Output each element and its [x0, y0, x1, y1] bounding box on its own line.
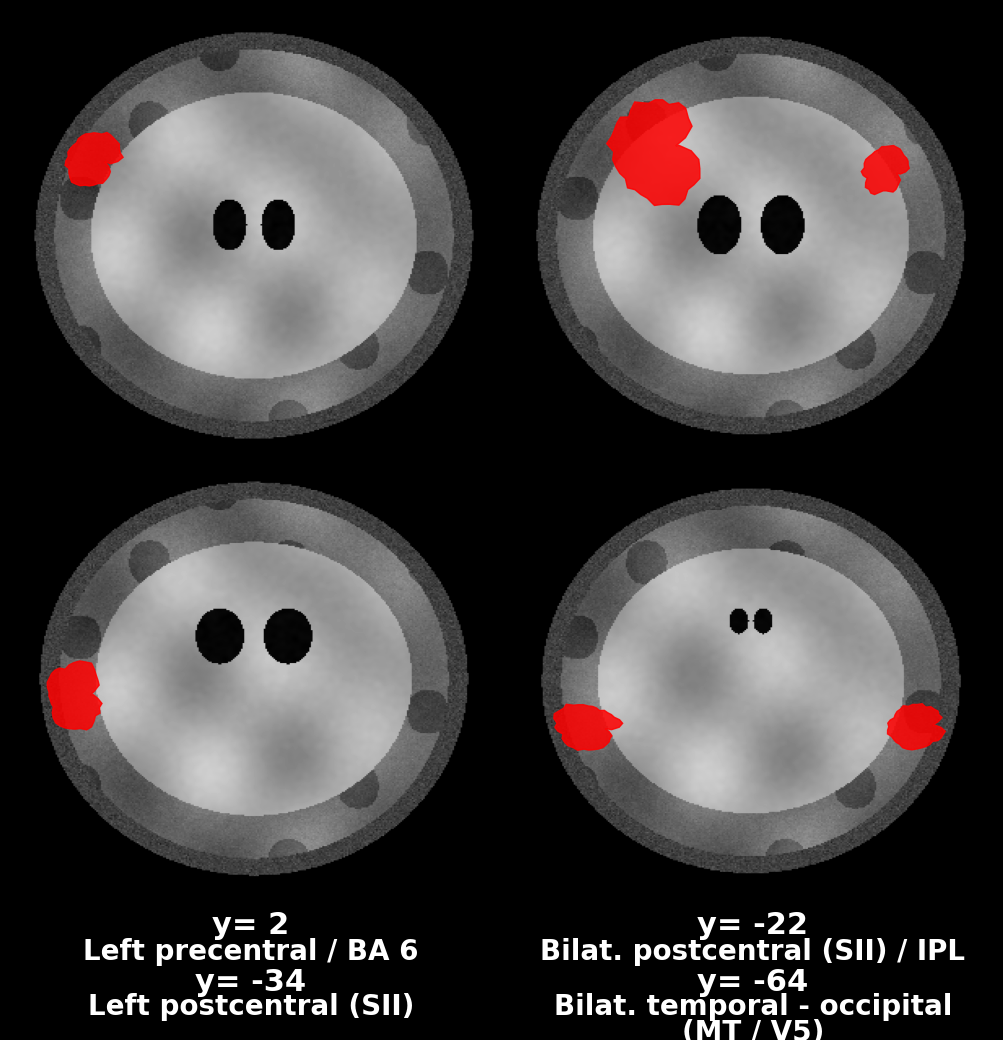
Polygon shape — [554, 704, 622, 750]
Text: Bilat. postcentral (SII) / IPL: Bilat. postcentral (SII) / IPL — [540, 938, 965, 965]
Polygon shape — [887, 704, 945, 750]
Text: y= 2: y= 2 — [213, 911, 289, 940]
Text: (MT / V5): (MT / V5) — [681, 1019, 823, 1040]
Text: Bilat. temporal - occipital: Bilat. temporal - occipital — [554, 993, 951, 1020]
Polygon shape — [47, 661, 102, 730]
Text: Left postcentral (SII): Left postcentral (SII) — [87, 993, 414, 1020]
Polygon shape — [65, 132, 123, 186]
Text: y= -64: y= -64 — [697, 968, 807, 997]
Text: y= -34: y= -34 — [196, 968, 306, 997]
Polygon shape — [606, 100, 699, 206]
Text: Left precentral / BA 6: Left precentral / BA 6 — [83, 938, 418, 965]
Polygon shape — [861, 146, 909, 194]
Text: y= -22: y= -22 — [697, 911, 807, 940]
